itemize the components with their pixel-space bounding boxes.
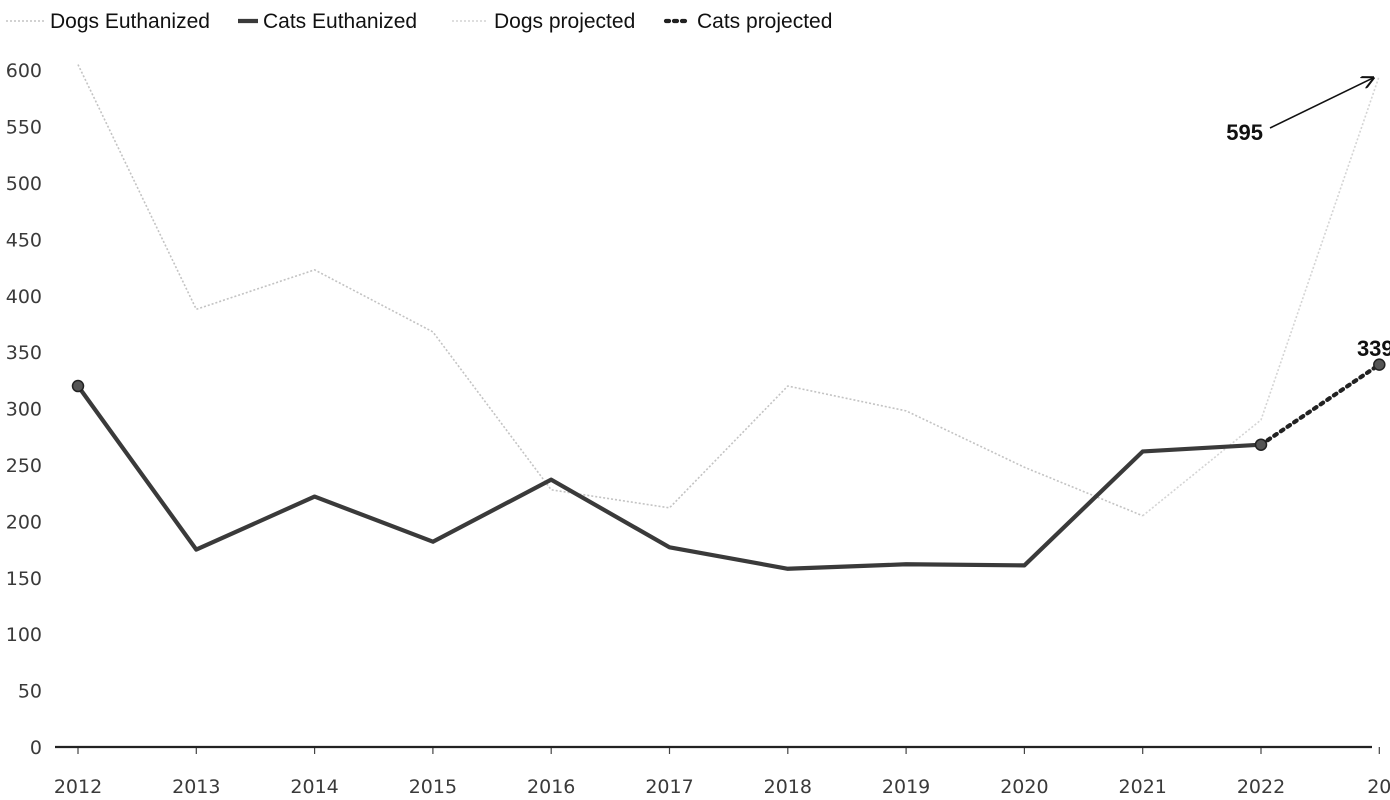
legend-label-cats-projected: Cats projected (697, 10, 832, 33)
y-tick-label-200: 200 (6, 511, 42, 533)
x-tick-label-2016: 2016 (527, 776, 575, 798)
legend: Dogs Euthanized Cats Euthanized Dogs proje… (6, 10, 832, 33)
x-tick-label-2014: 2014 (290, 776, 338, 798)
y-tick-label-250: 250 (6, 455, 42, 477)
annotations: 595 339 (1226, 78, 1390, 361)
y-tick-label-150: 150 (6, 568, 42, 590)
y-tick-label-300: 300 (6, 399, 42, 421)
point-marker-cats-euthanized-2022 (1254, 438, 1268, 451)
x-tick-label-2012: 2012 (54, 776, 102, 798)
y-tick-label-0: 0 (30, 737, 42, 759)
series-line-dogs-projected (1142, 75, 1381, 517)
x-tick-label-20: 20 (1367, 776, 1390, 798)
x-tick-label-2018: 2018 (764, 776, 812, 798)
point-marker-cats-projected-20 (1373, 358, 1386, 371)
x-tick-label-2022: 2022 (1237, 776, 1285, 798)
point-marker-cats-euthanized-2012 (71, 379, 85, 393)
series-line-cats-euthanized (76, 384, 1262, 571)
y-tick-label-100: 100 (6, 624, 42, 646)
x-tick-label-2013: 2013 (172, 776, 220, 798)
x-tick-label-2021: 2021 (1119, 776, 1167, 798)
x-tick-label-2020: 2020 (1000, 776, 1048, 798)
y-tick-label-500: 500 (6, 173, 42, 195)
legend-label-dogs-euthanized: Dogs Euthanized (50, 10, 210, 33)
y-tick-label-400: 400 (6, 286, 42, 308)
series-layer (71, 64, 1386, 571)
y-tick-label-450: 450 (6, 229, 42, 251)
y-tick-label-550: 550 (6, 117, 42, 139)
y-tick-label-50: 50 (18, 681, 42, 703)
x-tick-label-2015: 2015 (409, 776, 457, 798)
series-line-dogs-euthanized (77, 64, 1144, 517)
annotation-label-cats-projected: 339 (1357, 336, 1390, 361)
legend-label-cats-euthanized: Cats Euthanized (263, 10, 417, 33)
x-tick-label-2017: 2017 (645, 776, 693, 798)
y-tick-label-600: 600 (6, 60, 42, 82)
legend-label-dogs-projected: Dogs projected (494, 10, 635, 33)
x-tick-label-2019: 2019 (882, 776, 930, 798)
annotation-arrow (1269, 78, 1373, 129)
annotation-label-dogs-projected: 595 (1226, 120, 1263, 145)
y-tick-label-350: 350 (6, 342, 42, 364)
y-axis-tick-labels: 0 50 100 150 200 250 300 350 400 450 500 550 600 (6, 60, 42, 759)
series-line-cats-projected (1258, 362, 1382, 447)
x-axis-tick-labels: 2012 2013 2014 2015 2016 2017 2018 2019 2020 2021… (54, 747, 1390, 798)
